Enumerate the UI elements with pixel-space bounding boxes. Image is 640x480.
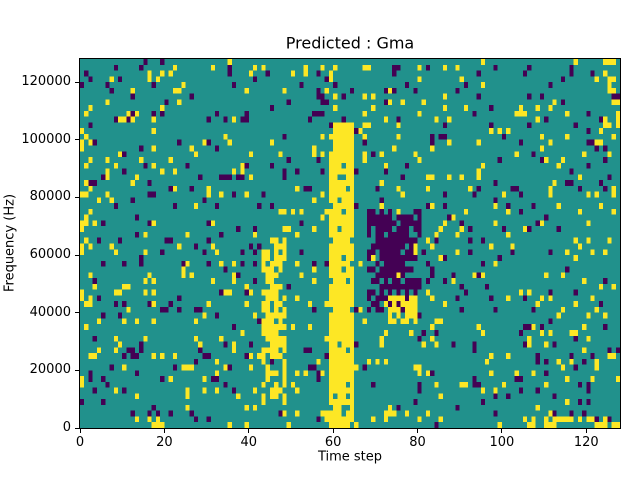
y-tick-label: 20000: [29, 362, 71, 378]
x-tick-mark: [332, 429, 334, 433]
y-tick-label: 0: [62, 420, 71, 435]
y-tick-mark: [75, 427, 79, 429]
plot-area: [79, 58, 621, 429]
x-tick-label: 80: [409, 435, 426, 450]
x-tick-label: 60: [324, 435, 342, 450]
y-tick-label: 60000: [29, 247, 71, 263]
y-tick-mark: [75, 254, 79, 256]
y-tick-mark: [75, 196, 79, 198]
y-axis-label: Frequency (Hz): [2, 193, 18, 293]
x-tick-mark: [417, 429, 418, 433]
y-tick-mark: [75, 139, 79, 141]
y-tick-mark: [75, 369, 79, 371]
x-axis-label: Time step: [317, 449, 383, 465]
x-tick-mark: [248, 429, 250, 433]
x-tick-mark: [501, 429, 503, 433]
x-tick-label: 0: [75, 435, 85, 450]
x-tick-label: 120: [573, 435, 599, 450]
x-tick-label: 40: [240, 435, 258, 450]
heatmap-canvas: [80, 59, 620, 428]
x-tick-label: 100: [489, 435, 515, 450]
y-tick-label: 80000: [29, 189, 71, 205]
y-tick-label: 120000: [21, 74, 71, 90]
chart-title: Predicted : Gma: [285, 33, 415, 53]
x-tick-mark: [585, 429, 587, 433]
x-tick-mark: [79, 429, 81, 433]
x-tick-label: 20: [156, 435, 173, 450]
y-tick-mark: [75, 81, 79, 83]
x-tick-mark: [163, 429, 165, 433]
y-tick-label: 100000: [21, 131, 71, 147]
y-tick-mark: [75, 312, 79, 314]
y-tick-label: 40000: [29, 304, 71, 320]
